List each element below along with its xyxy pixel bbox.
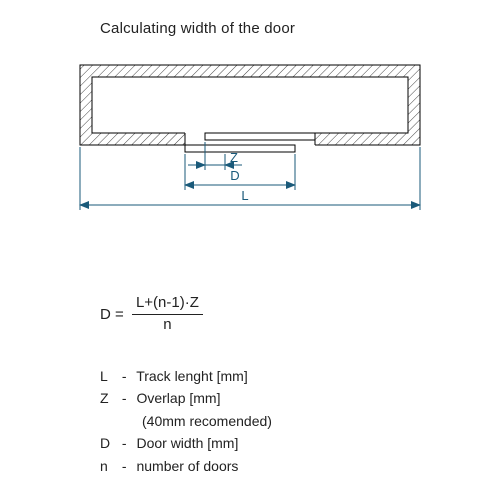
legend-symbol: Z <box>100 387 118 409</box>
legend-row: n - number of doors <box>100 455 272 477</box>
legend-note: (40mm recomended) <box>142 410 272 432</box>
dimension-L-label: L <box>241 188 248 203</box>
formula-fraction: L+(n-1)·Z n <box>132 295 203 333</box>
formula-lhs: D = <box>100 306 124 323</box>
legend-row: Z - Overlap [mm] <box>100 387 272 409</box>
legend-desc: Door width [mm] <box>136 435 238 451</box>
formula-numerator: L+(n-1)·Z <box>132 295 203 315</box>
legend: L - Track lenght [mm] Z - Overlap [mm] (… <box>100 365 272 477</box>
legend-dash: - <box>122 390 127 406</box>
formula: D = L+(n-1)·Z n <box>100 295 203 333</box>
dimension-Z-label: Z <box>230 150 238 165</box>
page-title: Calculating width of the door <box>100 20 295 37</box>
formula-denominator: n <box>132 315 203 334</box>
legend-row: D - Door width [mm] <box>100 432 272 454</box>
legend-symbol: n <box>100 455 118 477</box>
dimension-D-label: D <box>230 168 239 183</box>
legend-symbol: L <box>100 365 118 387</box>
legend-dash: - <box>122 435 127 451</box>
dimension-L: L <box>80 188 420 205</box>
legend-dash: - <box>122 458 127 474</box>
legend-row: L - Track lenght [mm] <box>100 365 272 387</box>
legend-desc: Overlap [mm] <box>136 390 220 406</box>
page: Calculating width of the door <box>0 0 500 500</box>
dimension-D: D <box>185 168 295 185</box>
legend-symbol: D <box>100 432 118 454</box>
legend-dash: - <box>122 368 127 384</box>
legend-desc: Track lenght [mm] <box>136 368 248 384</box>
legend-desc: number of doors <box>136 458 238 474</box>
door-diagram: L D Z <box>60 55 440 235</box>
